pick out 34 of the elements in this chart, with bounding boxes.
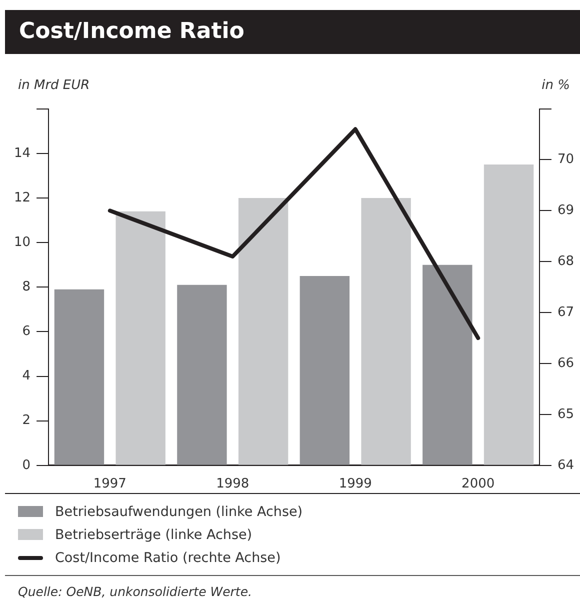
bar: [422, 264, 472, 465]
legend-label: Betriebsaufwendungen (linke Achse): [55, 504, 303, 520]
bar: [361, 198, 411, 465]
y2-tick-label: 68: [557, 254, 574, 270]
x-tick-label: 1997: [93, 476, 126, 492]
bar: [484, 164, 534, 465]
y-tick-label: 6: [22, 324, 31, 340]
x-tick-label: 1998: [216, 476, 250, 492]
y-tick-label: 0: [22, 458, 31, 473]
y-axis-title: in Mrd EUR: [18, 78, 90, 93]
y-tick-label: 14: [14, 146, 31, 161]
y2-tick-label: 67: [557, 304, 574, 320]
y-tick-label: 4: [22, 368, 31, 384]
chart-title: Cost/Income Ratio: [5, 10, 580, 54]
y2-axis-title: in %: [542, 78, 570, 93]
y2-tick-label: 65: [557, 406, 574, 422]
x-tick-label: 2000: [462, 476, 495, 492]
bar: [177, 284, 227, 465]
bar: [238, 198, 288, 465]
bar: [116, 211, 166, 465]
y2-tick-label: 66: [557, 356, 574, 371]
y2-tick-label: 64: [557, 458, 574, 473]
bar: [300, 276, 350, 465]
y-tick-label: 8: [22, 279, 31, 294]
y2-tick-label: 69: [557, 203, 574, 218]
source-note: Quelle: OeNB, unkonsolidierte Werte.: [18, 584, 252, 599]
legend-label: Cost/Income Ratio (rechte Achse): [55, 550, 281, 566]
x-tick-label: 1999: [338, 476, 372, 492]
y-tick-label: 10: [14, 234, 31, 250]
y2-tick-label: 70: [557, 152, 574, 168]
y-tick-label: 12: [14, 190, 31, 206]
y-tick-label: 2: [22, 413, 31, 428]
legend-label: Betriebserträge (linke Achse): [55, 526, 252, 542]
bar: [54, 289, 104, 465]
